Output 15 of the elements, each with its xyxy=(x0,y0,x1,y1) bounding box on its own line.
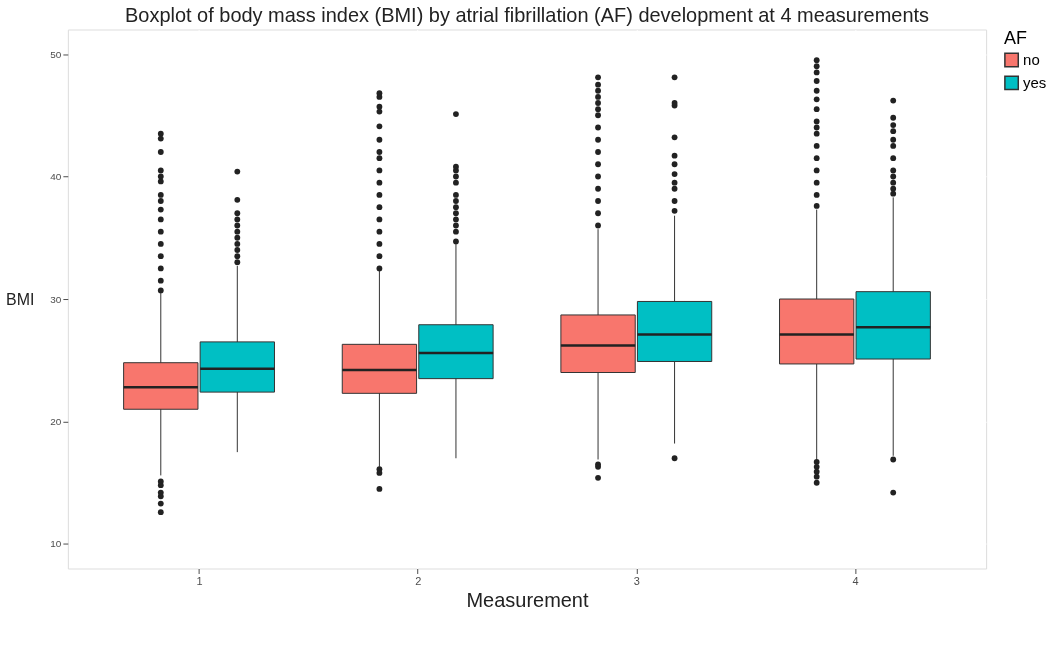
legend-title: AF xyxy=(1004,27,1028,48)
y-tick-label: 50 xyxy=(50,48,62,60)
y-tick-label: 30 xyxy=(50,293,62,305)
legend-label: no xyxy=(1023,50,1040,68)
chart-title: Boxplot of body mass index (BMI) by atrial fibrillation (AF) development at 4 measurements xyxy=(124,3,930,26)
y-tick-label: 20 xyxy=(50,416,62,427)
x-tick-label: 4 xyxy=(852,574,859,587)
y-tick-label: 10 xyxy=(50,538,62,550)
x-axis-title: Measurement xyxy=(466,588,589,611)
y-tick-label: 40 xyxy=(50,171,62,183)
x-tick-label: 3 xyxy=(633,574,640,587)
y-axis-title: BMI xyxy=(6,290,35,308)
x-tick-label: 2 xyxy=(415,574,422,587)
legend-label: yes xyxy=(1023,73,1047,91)
x-tick-label: 1 xyxy=(196,574,203,587)
